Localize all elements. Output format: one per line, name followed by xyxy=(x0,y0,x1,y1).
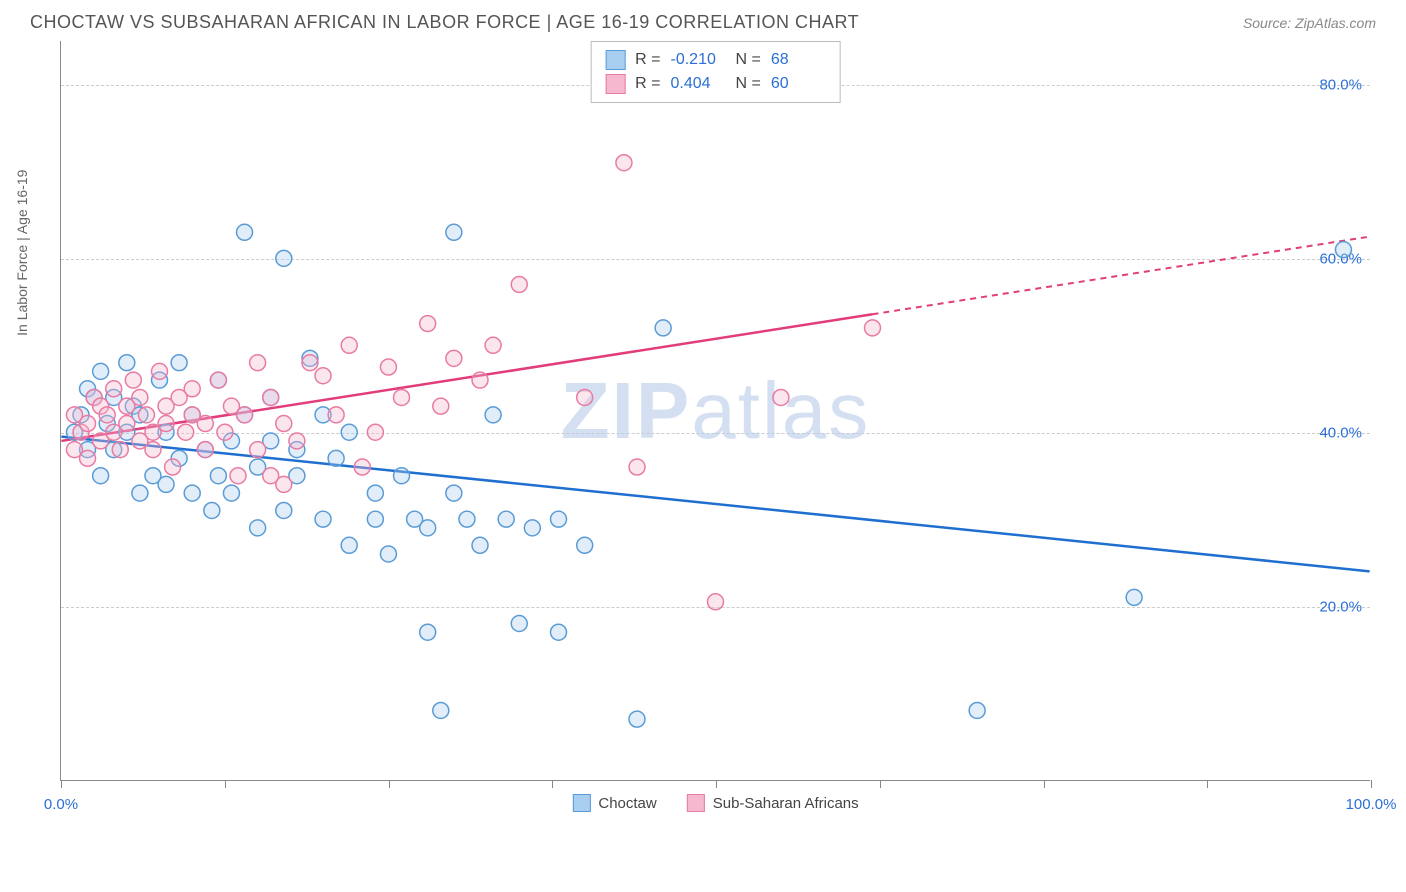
legend-item: Sub-Saharan Africans xyxy=(687,794,859,812)
n-value-choctaw: 68 xyxy=(771,51,826,69)
scatter-svg xyxy=(61,41,1370,780)
legend-bottom: Choctaw Sub-Saharan Africans xyxy=(572,794,858,812)
n-label: N = xyxy=(736,75,761,93)
r-value-subsaharan: 0.404 xyxy=(671,75,726,93)
x-tick xyxy=(225,780,226,788)
legend-swatch xyxy=(572,794,590,812)
legend-row-choctaw: R = -0.210 N = 68 xyxy=(605,48,826,72)
swatch-choctaw xyxy=(605,50,625,70)
plot-area: ZIPatlas R = -0.210 N = 68 R = 0.404 N =… xyxy=(60,41,1370,781)
x-tick xyxy=(1207,780,1208,788)
r-value-choctaw: -0.210 xyxy=(671,51,726,69)
source-label: Source: ZipAtlas.com xyxy=(1243,15,1376,31)
x-tick xyxy=(61,780,62,788)
legend-label: Sub-Saharan Africans xyxy=(713,795,859,812)
chart-title: CHOCTAW VS SUBSAHARAN AFRICAN IN LABOR F… xyxy=(30,12,859,33)
x-tick xyxy=(880,780,881,788)
legend-top: R = -0.210 N = 68 R = 0.404 N = 60 xyxy=(590,41,841,103)
chart-header: CHOCTAW VS SUBSAHARAN AFRICAN IN LABOR F… xyxy=(0,0,1406,41)
swatch-subsaharan xyxy=(605,74,625,94)
legend-row-subsaharan: R = 0.404 N = 60 xyxy=(605,72,826,96)
legend-item: Choctaw xyxy=(572,794,656,812)
x-tick xyxy=(1044,780,1045,788)
x-tick xyxy=(1371,780,1372,788)
legend-label: Choctaw xyxy=(598,795,656,812)
x-tick-label: 0.0% xyxy=(44,796,78,813)
x-tick xyxy=(552,780,553,788)
r-label: R = xyxy=(635,51,660,69)
r-label: R = xyxy=(635,75,660,93)
legend-swatch xyxy=(687,794,705,812)
y-axis-title: In Labor Force | Age 16-19 xyxy=(14,170,30,336)
x-tick xyxy=(389,780,390,788)
chart-wrapper: In Labor Force | Age 16-19 ZIPatlas R = … xyxy=(30,41,1376,781)
x-tick xyxy=(716,780,717,788)
n-label: N = xyxy=(736,51,761,69)
x-tick-label: 100.0% xyxy=(1346,796,1397,813)
n-value-subsaharan: 60 xyxy=(771,75,826,93)
